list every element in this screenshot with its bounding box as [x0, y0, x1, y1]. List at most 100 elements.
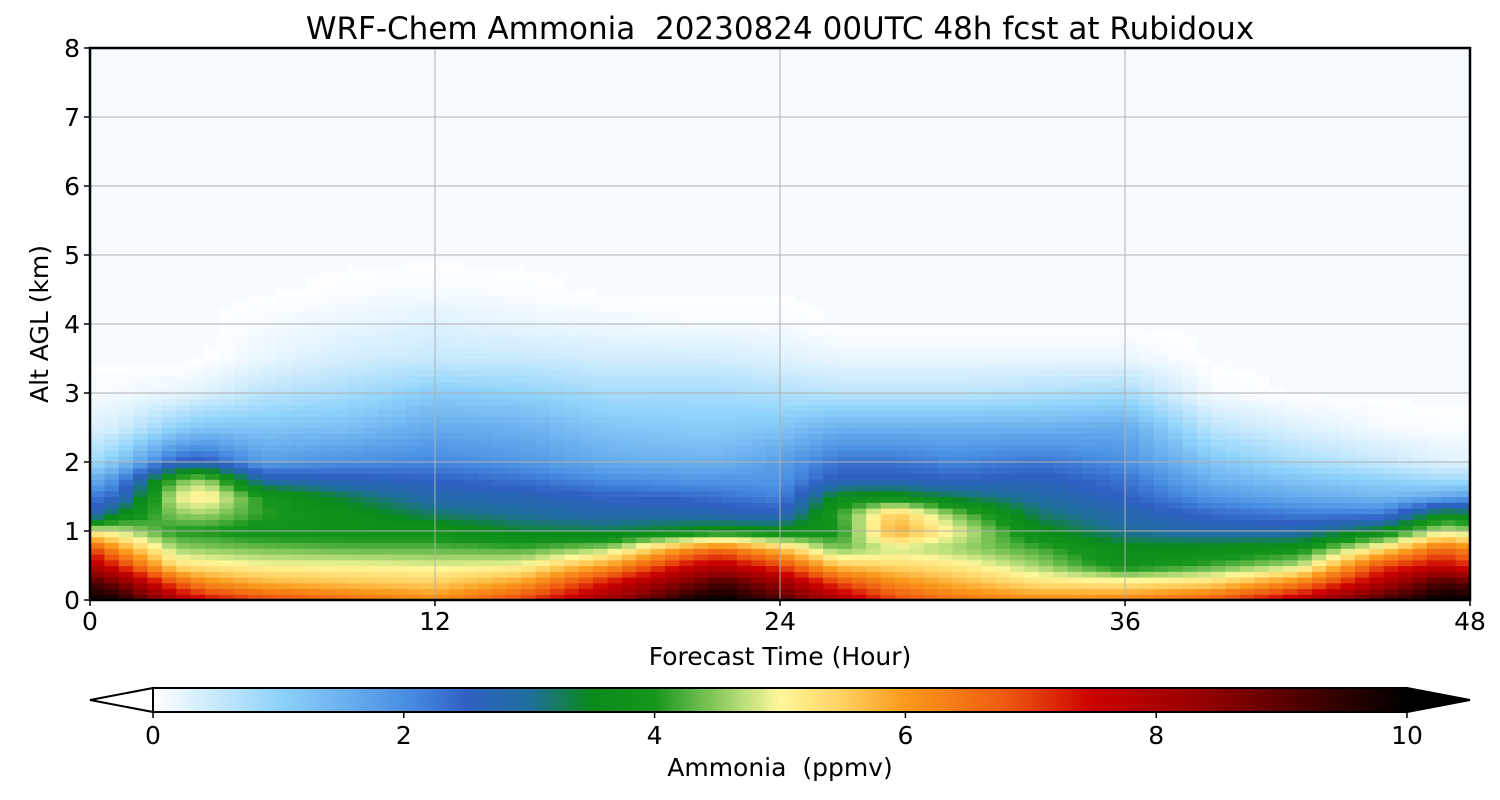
heatmap-cell — [1125, 490, 1140, 498]
heatmap-cell — [1024, 577, 1040, 584]
heatmap-cell — [1081, 393, 1097, 400]
heatmap-cell — [679, 421, 695, 429]
heatmap-cell — [1024, 490, 1040, 498]
heatmap-cell — [564, 594, 580, 600]
heatmap-cell — [435, 375, 450, 383]
heatmap-cell — [334, 295, 350, 302]
heatmap-cell — [90, 582, 105, 590]
heatmap-cell — [665, 577, 680, 584]
heatmap-cell — [866, 364, 882, 371]
heatmap-cell — [909, 387, 925, 394]
heatmap-cell — [233, 559, 249, 567]
heatmap-cell — [506, 588, 522, 595]
heatmap-cell — [751, 312, 767, 319]
heatmap-cell — [492, 571, 508, 578]
heatmap-cell — [276, 295, 292, 302]
heatmap-cell — [406, 324, 422, 331]
heatmap-cell — [104, 588, 120, 595]
heatmap-cell — [219, 398, 235, 406]
heatmap-cell — [1139, 571, 1155, 578]
heatmap-cell — [794, 565, 810, 572]
heatmap-cell — [851, 559, 867, 567]
heatmap-cell — [593, 456, 609, 463]
heatmap-cell — [1412, 416, 1428, 423]
heatmap-cell — [1283, 421, 1299, 429]
heatmap-cell — [1455, 439, 1470, 446]
heatmap-cell — [650, 502, 666, 509]
heatmap-cell — [794, 381, 810, 388]
heatmap-cell — [1369, 513, 1385, 521]
heatmap-cell — [190, 439, 206, 446]
heatmap-cell — [1254, 565, 1270, 572]
heatmap-cell — [1225, 433, 1241, 440]
heatmap-cell — [895, 439, 910, 446]
heatmap-cell — [478, 341, 494, 348]
heatmap-cell — [621, 358, 637, 365]
heatmap-cell — [1398, 473, 1414, 480]
heatmap-cell — [305, 513, 321, 521]
heatmap-cell — [104, 375, 120, 383]
heatmap-cell — [780, 358, 795, 365]
heatmap-cell — [219, 335, 235, 342]
heatmap-cell — [1110, 473, 1126, 480]
heatmap-cell — [1455, 531, 1470, 538]
heatmap-cell — [765, 398, 781, 406]
heatmap-cell — [693, 398, 709, 406]
heatmap-cell — [1268, 502, 1284, 509]
heatmap-cell — [377, 571, 393, 578]
heatmap-cell — [420, 329, 436, 337]
heatmap-cell — [1297, 473, 1313, 480]
heatmap-cell — [363, 347, 379, 354]
heatmap-cell — [463, 289, 479, 296]
heatmap-cell — [1010, 375, 1025, 383]
heatmap-cell — [593, 381, 609, 388]
heatmap-cell — [1441, 588, 1457, 595]
heatmap-cell — [1081, 427, 1097, 434]
heatmap-cell — [952, 347, 968, 354]
heatmap-cell — [1182, 548, 1198, 555]
heatmap-cell — [636, 375, 652, 383]
heatmap-cell — [1340, 531, 1356, 538]
heatmap-cell — [708, 519, 724, 526]
heatmap-cell — [1182, 335, 1198, 342]
heatmap-cell — [966, 433, 982, 440]
heatmap-cell — [794, 306, 810, 314]
heatmap-cell — [276, 387, 292, 394]
heatmap-cell — [621, 531, 637, 538]
heatmap-cell — [679, 531, 695, 538]
heatmap-cell — [1038, 531, 1054, 538]
heatmap-cell — [607, 582, 623, 590]
heatmap-cell — [1326, 513, 1342, 521]
heatmap-cell — [176, 364, 192, 371]
heatmap-cell — [435, 479, 450, 486]
heatmap-cell — [952, 364, 968, 371]
heatmap-cell — [535, 421, 551, 429]
heatmap-cell — [133, 513, 149, 521]
heatmap-cell — [291, 588, 307, 595]
heatmap-cell — [1067, 352, 1083, 360]
heatmap-cell — [1297, 416, 1313, 423]
heatmap-cell — [1053, 594, 1069, 600]
heatmap-cell — [521, 283, 537, 291]
heatmap-cell — [665, 410, 680, 417]
heatmap-cell — [161, 439, 177, 446]
heatmap-cell — [607, 358, 623, 365]
heatmap-cell — [363, 416, 379, 423]
heatmap-cell — [1240, 542, 1255, 549]
heatmap-cell — [147, 508, 163, 515]
heatmap-cell — [1125, 554, 1140, 561]
heatmap-cell — [535, 364, 551, 371]
heatmap-cell — [1369, 582, 1385, 590]
heatmap-cell — [1067, 347, 1083, 354]
heatmap-cell — [564, 439, 580, 446]
heatmap-cell — [435, 272, 450, 279]
heatmap-cell — [1110, 444, 1126, 452]
heatmap-cell — [808, 485, 824, 492]
heatmap-cell — [909, 381, 925, 388]
heatmap-cell — [521, 370, 537, 377]
heatmap-cell — [276, 554, 292, 561]
heatmap-cell — [1067, 456, 1083, 463]
heatmap-cell — [808, 387, 824, 394]
heatmap-cell — [1010, 519, 1025, 526]
heatmap-cell — [636, 548, 652, 555]
